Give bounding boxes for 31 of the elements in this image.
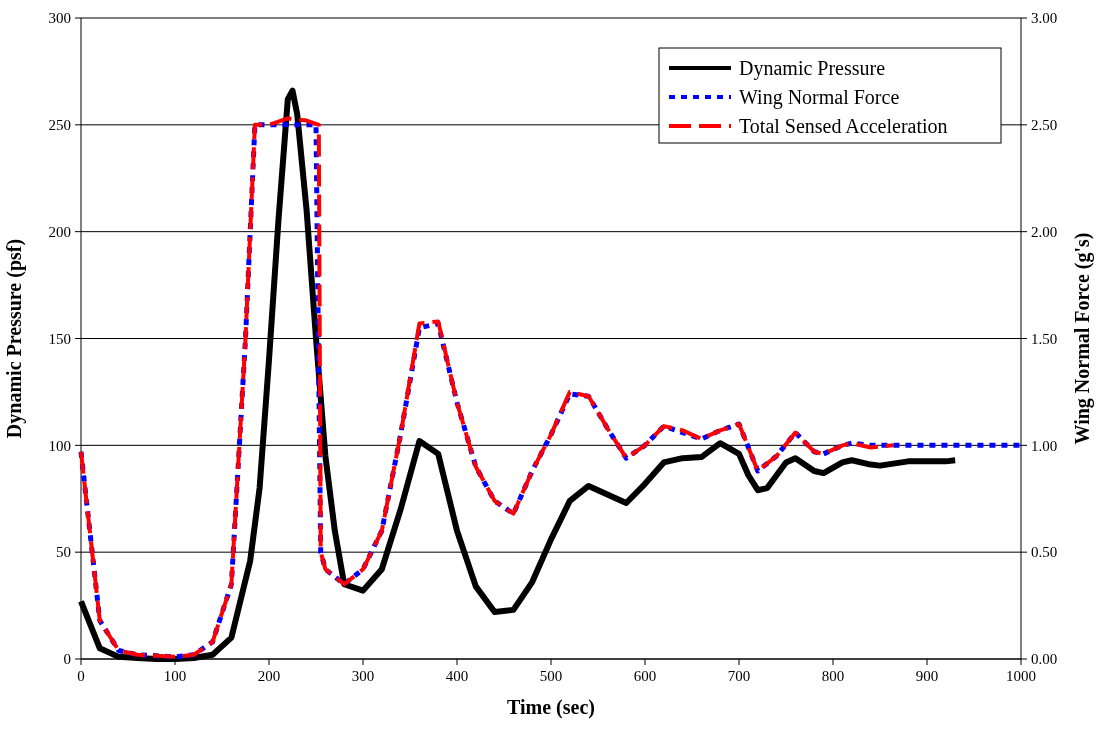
x-tick-label: 700 <box>727 668 751 684</box>
x-tick-label: 900 <box>915 668 939 684</box>
x-tick-label: 400 <box>445 668 469 684</box>
y-tick-label: 50 <box>56 544 71 561</box>
y-tick-label: 300 <box>48 10 71 27</box>
x-tick-label: 0 <box>77 668 85 684</box>
y2-tick-label: 2.50 <box>1031 117 1058 134</box>
y2-tick-label: 2.00 <box>1031 223 1058 240</box>
x-tick-label: 300 <box>351 668 375 684</box>
y-tick-label: 200 <box>48 223 71 240</box>
x-tick-label: 100 <box>163 668 187 684</box>
legend-label: Wing Normal Force <box>739 86 900 109</box>
x-tick-label: 600 <box>633 668 657 684</box>
x-tick-label: 500 <box>539 668 563 684</box>
x-tick-label: 1000 <box>1006 668 1036 684</box>
y2-tick-label: 3.00 <box>1031 10 1058 27</box>
legend-label: Total Sensed Acceleration <box>739 115 948 137</box>
y-tick-label: 100 <box>48 437 71 454</box>
x-axis-title: Time (sec) <box>507 696 595 719</box>
y-axis-title: Dynamic Pressure (psf) <box>3 238 26 439</box>
y2-tick-label: 1.00 <box>1031 437 1058 454</box>
legend-label: Dynamic Pressure <box>739 57 886 80</box>
y-tick-label: 0 <box>63 651 71 668</box>
y2-tick-label: 0.00 <box>1031 651 1058 668</box>
x-tick-label: 800 <box>821 668 845 684</box>
x-tick-label: 200 <box>257 668 281 684</box>
y-tick-label: 250 <box>48 117 71 134</box>
y2-tick-label: 0.50 <box>1031 544 1058 561</box>
y2-axis-title: Wing Normal Force (g's) <box>1071 232 1094 445</box>
y2-tick-label: 1.50 <box>1031 330 1058 347</box>
y-tick-label: 150 <box>48 330 71 347</box>
